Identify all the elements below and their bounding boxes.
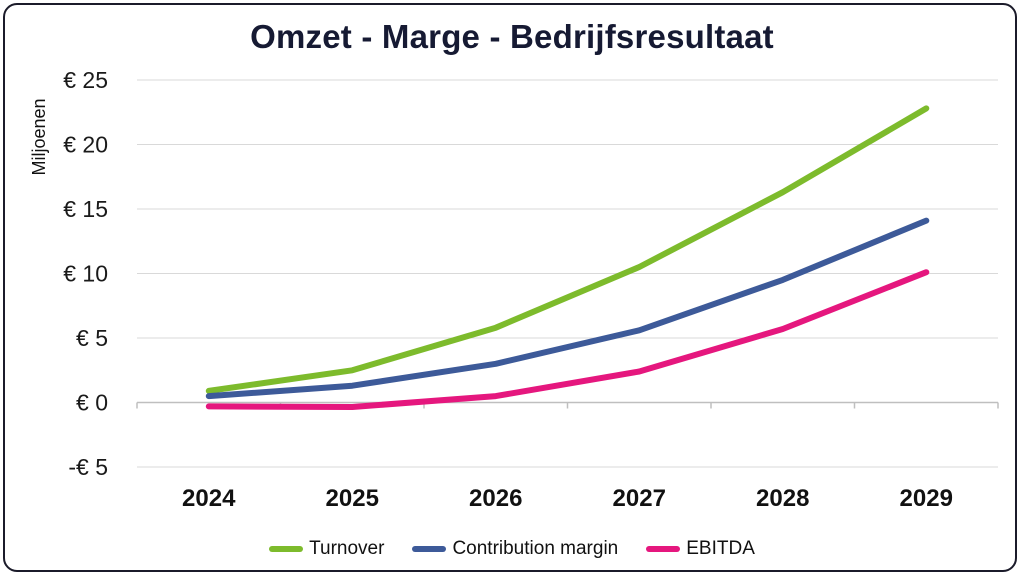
x-tick-label: 2027: [613, 485, 666, 512]
legend-label: Turnover: [309, 538, 384, 560]
y-axis-label: Miljoenen: [29, 98, 49, 175]
y-tick-label: € 5: [76, 325, 108, 351]
legend-swatch: [412, 546, 446, 552]
legend-label: EBITDA: [686, 538, 755, 560]
y-tick-label: € 20: [63, 132, 108, 158]
x-tick-label: 2024: [182, 485, 236, 512]
x-tick-label: 2026: [469, 485, 522, 512]
y-tick-label: -€ 5: [68, 454, 108, 480]
legend-swatch: [269, 546, 303, 552]
legend-item: EBITDA: [646, 538, 755, 560]
line-chart: -€ 5 € 0 € 5 € 10 € 15 € 20 € 25 2024 2025 2026 20…: [0, 0, 1024, 579]
y-tick-label: € 10: [63, 261, 108, 287]
legend-label: Contribution margin: [452, 538, 618, 560]
y-tick-label: € 15: [63, 196, 108, 222]
legend-item: Contribution margin: [412, 538, 618, 560]
x-tick-label: 2029: [900, 485, 953, 512]
x-tick-label: 2028: [756, 485, 809, 512]
legend-swatch: [646, 546, 680, 552]
y-tick-label: € 0: [76, 390, 108, 416]
series-line-contribution-margin: [209, 221, 927, 397]
chart-legend: Turnover Contribution margin EBITDA: [0, 538, 1024, 560]
y-tick-label: € 25: [63, 67, 108, 93]
legend-item: Turnover: [269, 538, 384, 560]
x-tick-label: 2025: [326, 485, 379, 512]
